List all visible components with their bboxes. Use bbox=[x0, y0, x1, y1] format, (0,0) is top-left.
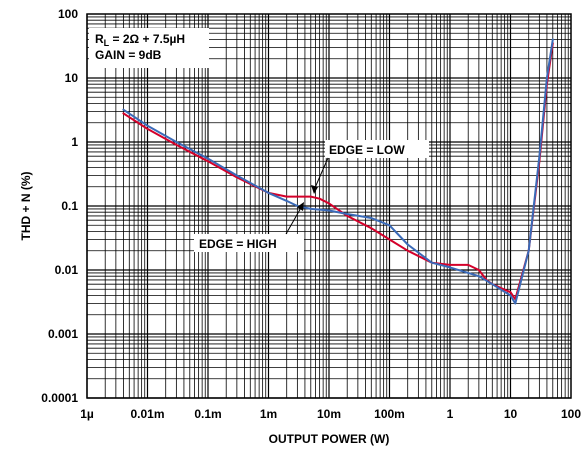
x-tick-label: 10 bbox=[504, 407, 518, 421]
series-layer bbox=[122, 38, 554, 305]
y-axis-label: THD + N (%) bbox=[19, 171, 33, 240]
y-tick-label: 0.01 bbox=[55, 263, 79, 277]
x-tick-label: 1 bbox=[447, 407, 454, 421]
plot-frame bbox=[86, 13, 572, 399]
x-axis-label: OUTPUT POWER (W) bbox=[269, 432, 390, 446]
x-tick-label: 100 bbox=[561, 407, 581, 421]
x-tick-label: 0.01m bbox=[130, 407, 164, 421]
edge-high-arrow bbox=[285, 205, 303, 235]
load-condition-label: RL = 2Ω + 7.5µH bbox=[95, 32, 185, 48]
y-tick-label: 10 bbox=[65, 71, 79, 85]
y-tick-label: 1 bbox=[71, 135, 78, 149]
x-tick-label: 10m bbox=[317, 407, 341, 421]
edge-high-arrowhead bbox=[297, 202, 304, 211]
y-tick-label: 100 bbox=[58, 7, 78, 21]
edge-low-arrow bbox=[313, 157, 329, 191]
series-line-edge-high bbox=[122, 38, 554, 305]
x-tick-label: 0.1m bbox=[194, 407, 221, 421]
test-conditions-box: RL = 2Ω + 7.5µH GAIN = 9dB bbox=[89, 28, 209, 68]
chart-grid bbox=[86, 14, 571, 399]
edge-high-label: EDGE = HIGH bbox=[199, 237, 277, 251]
x-tick-label: 1µ bbox=[80, 407, 94, 421]
edge-low-label: EDGE = LOW bbox=[329, 143, 405, 157]
edge-high-annotation: EDGE = HIGH bbox=[194, 202, 304, 252]
series-line-edge-low bbox=[122, 42, 554, 301]
y-tick-label: 0.001 bbox=[48, 327, 78, 341]
y-tick-label: 0.1 bbox=[61, 199, 78, 213]
edge-low-annotation: EDGE = LOW bbox=[311, 140, 429, 194]
gain-condition-label: GAIN = 9dB bbox=[95, 48, 162, 62]
x-tick-label: 1m bbox=[260, 407, 277, 421]
tick-labels: 1µ 0.01m 0.1m 1m 10m 100m 1 10 100 100 10 1 0.1 0.01 0… bbox=[41, 7, 581, 421]
x-tick-label: 100m bbox=[374, 407, 405, 421]
edge-low-arrowhead bbox=[311, 185, 318, 194]
y-tick-label: 0.0001 bbox=[41, 391, 78, 405]
